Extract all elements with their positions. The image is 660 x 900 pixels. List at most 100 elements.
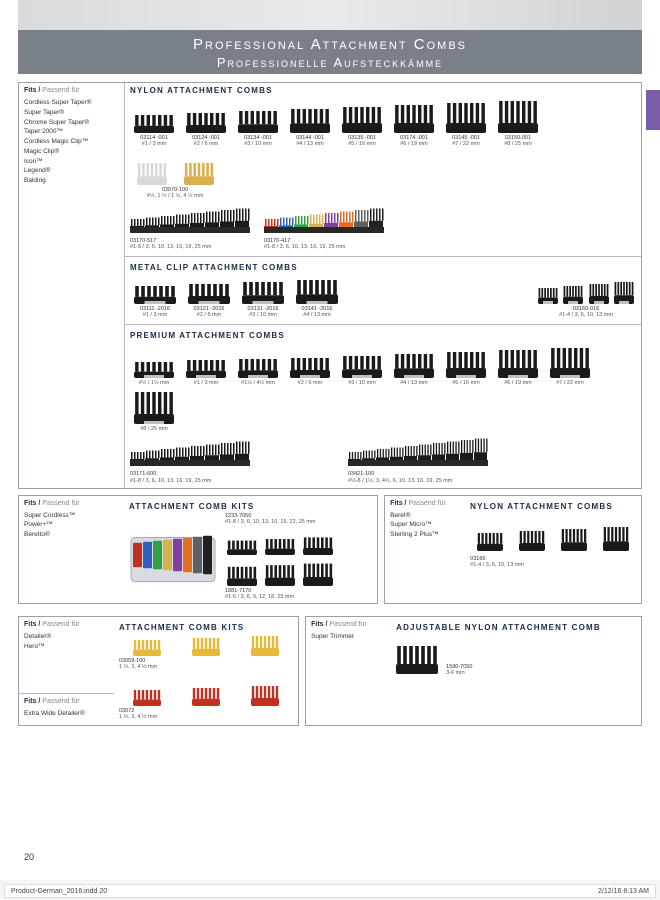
size-label: #2 / 6 mm — [182, 141, 230, 147]
s3r-sidebar: Fits / Passend für Super Trimmer — [306, 617, 391, 725]
size-label: #8 / 25 mm — [494, 141, 542, 147]
fits-label: Fits / Passend für — [19, 617, 114, 630]
title-de: Professionelle Aufsteckkämme — [18, 55, 642, 72]
premium-row: #½ / 1½ mm #1 / 3 mm #1½ / 4½ mm #2 / 6 … — [125, 342, 641, 436]
fits-item: Extra Wide Detailer® — [24, 709, 109, 719]
section-2-row: Fits / Passend für Super Cordless™Power+… — [18, 495, 642, 610]
comb-item: 03141 -2016 #4 / 13 mm — [292, 276, 342, 318]
comb-item: 03114 -001 #1 / 3 mm — [130, 99, 178, 147]
page: Professional Attachment Combs Profession… — [0, 0, 660, 880]
premium-title: PREMIUM ATTACHMENT COMBS — [125, 328, 641, 342]
section-3-row: Fits / Passend für Detailer®Hero™ Fits /… — [18, 616, 642, 732]
fits-item: Icon™ — [24, 157, 119, 167]
s3r-pn: 1590-7050 — [446, 664, 472, 670]
size-label: #5 / 16 mm — [442, 380, 490, 386]
s3l-sz2: 1 ½, 3, 4 ½ mm — [119, 714, 293, 720]
fits-item: Detailer® — [24, 632, 109, 642]
fits-list: Cordless Super Taper®Super Taper®Chrome … — [19, 96, 124, 192]
size-label: #7 / 22 mm — [442, 141, 490, 147]
comb-pair: 03070-100 #½, 1 ½ / 1 ½, 4 ½ mm — [130, 151, 220, 199]
fits-label: Fits / Passend für — [19, 496, 124, 509]
slug-right: 2/12/16 8:13 AM — [598, 888, 649, 895]
fits-item: Super Cordless™ — [24, 511, 119, 521]
nylon-row1: 03114 -001 #1 / 3 mm 03124 -001 #2 / 6 m… — [125, 97, 641, 203]
section-2-left: Fits / Passend für Super Cordless™Power+… — [18, 495, 378, 604]
section-3-right: Fits / Passend für Super Trimmer ADJUSTA… — [305, 616, 642, 726]
fits-item: Sterling 2 Plus™ — [390, 530, 460, 540]
fits-item: Magic Clip® — [24, 147, 119, 157]
comb-item: #5 / 16 mm — [442, 344, 490, 386]
s3r-comb — [396, 644, 438, 676]
s3l-main: ATTACHMENT COMB KITS 03059-100 1 ½, 3, 4… — [114, 617, 298, 725]
size-label: #6 / 19 mm — [390, 141, 438, 147]
page-number: 20 — [24, 852, 34, 862]
metal-title: METAL CLIP ATTACHMENT COMBS — [125, 260, 641, 274]
s3l-combs1 — [119, 634, 293, 658]
s3r-fits: Super Trimmer — [306, 630, 391, 648]
s3r-main: ADJUSTABLE NYLON ATTACHMENT COMB 1590-70… — [391, 617, 641, 725]
s2r-fits: Beret®Super Micro™Sterling 2 Plus™ — [385, 509, 465, 546]
comb-item: #3 / 10 mm — [338, 344, 386, 386]
s3r-sz: 3-6 mm — [446, 670, 472, 676]
s2l-fits: Super Cordless™Power+™Beretto® — [19, 509, 124, 546]
comb-item: #4 / 13 mm — [390, 344, 438, 386]
comb-item: 03111 -2016 #1 / 3 mm — [130, 276, 180, 318]
nylon-title: NYLON ATTACHMENT COMBS — [125, 83, 641, 97]
comb-item: 03145 -001 #7 / 22 mm — [442, 99, 490, 147]
page-title-band: Professional Attachment Combs Profession… — [18, 30, 642, 74]
fits-item: Cordless Super Taper® — [24, 98, 119, 108]
fits-item: Cordless Magic Clip™ — [24, 137, 119, 147]
size-label: #½ / 1½ mm — [130, 380, 178, 386]
comb-group: 03160-016#1-4 / 3, 6, 10, 13 mm — [536, 276, 636, 318]
comb-item: 03131 -2016 #3 / 10 mm — [238, 276, 288, 318]
s2l-sidebar: Fits / Passend für Super Cordless™Power+… — [19, 496, 124, 603]
section-1: Fits / Passend für Cordless Super Taper®… — [18, 82, 642, 489]
size-label: #1 / 3 mm — [130, 141, 178, 147]
fits-label: Fits / Passend für — [385, 496, 465, 509]
comb-item: #2 / 6 mm — [286, 344, 334, 386]
size-label: #6 / 19 mm — [494, 380, 542, 386]
metal-row: 03111 -2016 #1 / 3 mm 03121 -2016 #2 / 6… — [125, 274, 641, 322]
fits-item: Super Taper® — [24, 108, 119, 118]
size-label: #4 / 13 mm — [390, 380, 438, 386]
size-label: #2 / 6 mm — [286, 380, 334, 386]
s3l-fits2: Extra Wide Detailer® — [19, 707, 114, 725]
fits-item: Taper 2000™ — [24, 127, 119, 137]
comb-item: 03174 -001 #6 / 19 mm — [390, 99, 438, 147]
comb-item: #½ / 1½ mm — [130, 344, 178, 386]
size-label: #3 / 10 mm — [234, 141, 282, 147]
comb-set: 03421-100#½-8 / 1½, 3, 4½, 6, 10, 13, 16… — [348, 438, 518, 483]
s2l-main: ATTACHMENT COMB KITS 1233-7050 #1-8 / 3,… — [124, 496, 377, 603]
comb-tray-image — [129, 513, 219, 600]
comb-item: 03135 -001 #5 / 16 mm — [338, 99, 386, 147]
size-label: #5 / 16 mm — [338, 141, 386, 147]
kit1-sz: #1-8 / 3, 6, 10, 13, 16, 19, 22, 25 mm — [225, 519, 372, 525]
fits-item: Power+™ — [24, 520, 119, 530]
fits-item: Legend® — [24, 166, 119, 176]
size-label: #4 / 13 mm — [286, 141, 334, 147]
fits-item: Super Micro™ — [390, 520, 460, 530]
comb-item: 03150-001 #8 / 25 mm — [494, 99, 542, 147]
size-label: #3 / 10 mm — [238, 312, 288, 318]
s3l-fits1: Detailer®Hero™ — [19, 630, 114, 658]
fits-item: Balding — [24, 176, 119, 186]
s2r-combs — [470, 523, 636, 553]
comb-item: 03144 -001 #4 / 13 mm — [286, 99, 334, 147]
comb-item: 03121 -2016 #2 / 6 mm — [184, 276, 234, 318]
section-2-right: Fits / Passend für Beret®Super Micro™Ste… — [384, 495, 642, 604]
s3r-title: ADJUSTABLE NYLON ATTACHMENT COMB — [396, 620, 636, 634]
size-label: #1½ / 4½ mm — [234, 380, 282, 386]
size-label: #1 / 3 mm — [182, 380, 230, 386]
section-3-left: Fits / Passend für Detailer®Hero™ Fits /… — [18, 616, 299, 726]
fits-item: Beret® — [390, 511, 460, 521]
size-label: #7 / 22 mm — [546, 380, 594, 386]
s2r-title: NYLON ATTACHMENT COMBS — [470, 499, 636, 513]
s3l-sidebar: Fits / Passend für Detailer®Hero™ Fits /… — [19, 617, 114, 725]
top-texture — [18, 0, 642, 30]
slug-left: Product-German_2016.indd 20 — [11, 888, 107, 895]
kit2-sz: #1-6 / 3, 6, 9, 12, 18, 25 mm — [225, 594, 372, 600]
size-label: #1 / 3 mm — [130, 312, 180, 318]
comb-item: 03134 -001 #3 / 10 mm — [234, 99, 282, 147]
s3l-combs2 — [119, 684, 293, 708]
content: Fits / Passend für Cordless Super Taper®… — [18, 82, 642, 732]
